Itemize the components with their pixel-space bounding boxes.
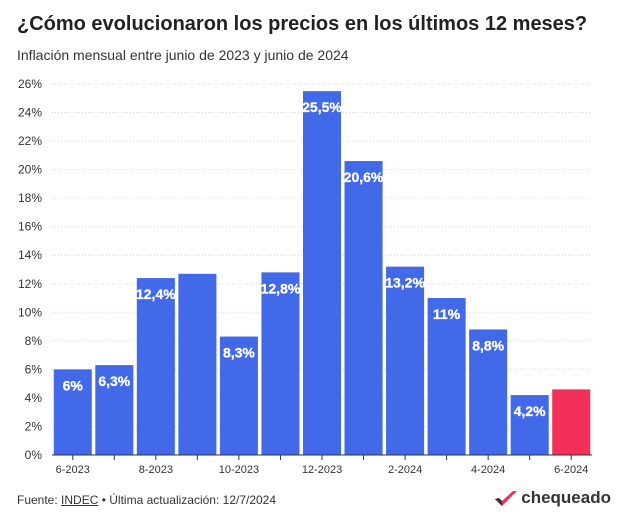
bar-data-label: 11% bbox=[433, 306, 461, 322]
bar bbox=[510, 395, 549, 455]
bar bbox=[178, 273, 217, 455]
bar-data-label: 4,2% bbox=[514, 403, 546, 419]
bar bbox=[95, 365, 134, 455]
chart-subtitle: Inflación mensual entre junio de 2023 y … bbox=[17, 47, 349, 63]
update-text: • Última actualización: 12/7/2024 bbox=[101, 493, 277, 507]
bar-data-label: 13,2% bbox=[385, 275, 425, 291]
y-tick-label: 6% bbox=[25, 362, 43, 376]
bar-data-label: 12,4% bbox=[136, 286, 176, 302]
y-tick-label: 26% bbox=[18, 77, 42, 91]
x-tick-label: 8-2023 bbox=[139, 464, 173, 476]
source-prefix: Fuente: bbox=[17, 493, 58, 507]
brand-name: chequeado bbox=[521, 488, 611, 507]
y-tick-label: 20% bbox=[18, 163, 42, 177]
x-tick-label: 12-2023 bbox=[302, 464, 342, 476]
chart-title: ¿Cómo evolucionaron los precios en los ú… bbox=[17, 13, 588, 35]
bar-data-label: 8,3% bbox=[223, 345, 255, 361]
bar-data-label: 6% bbox=[63, 377, 84, 393]
bar-data-label: 20,6% bbox=[344, 169, 384, 185]
y-tick-label: 22% bbox=[18, 134, 42, 148]
bar bbox=[53, 369, 92, 455]
bar bbox=[302, 91, 342, 455]
y-tick-label: 4% bbox=[25, 391, 43, 405]
y-tick-label: 0% bbox=[25, 448, 43, 462]
chequeado-check-icon bbox=[495, 491, 518, 506]
bar-data-label: 25,5% bbox=[302, 99, 342, 115]
y-tick-label: 8% bbox=[25, 334, 43, 348]
x-tick-label: 4-2024 bbox=[471, 464, 505, 476]
bar-data-label: 8,8% bbox=[472, 337, 504, 353]
y-tick-label: 18% bbox=[18, 191, 42, 205]
source-footer: Fuente: INDEC • Última actualización: 12… bbox=[17, 493, 276, 507]
y-tick-label: 10% bbox=[18, 305, 42, 319]
y-tick-label: 16% bbox=[18, 220, 42, 234]
x-tick-label: 10-2023 bbox=[219, 464, 259, 476]
bar-chart: 0% 2% 4% 6% 8% 10% 12% 14% 16% 18% 20% 22% 24% 26% 6% 6… bbox=[18, 77, 592, 476]
y-tick-label: 14% bbox=[18, 248, 42, 262]
x-tick-label: 2-2024 bbox=[388, 464, 422, 476]
bar bbox=[344, 161, 383, 456]
x-tick-label: 6-2023 bbox=[56, 464, 90, 476]
bar bbox=[427, 298, 466, 455]
bar-data-label: 12,8% bbox=[261, 280, 301, 296]
bar bbox=[219, 336, 258, 455]
bar bbox=[386, 266, 425, 455]
y-tick-label: 2% bbox=[25, 419, 43, 433]
brand-logo[interactable]: chequeado bbox=[494, 488, 611, 508]
source-link[interactable]: INDEC bbox=[61, 493, 99, 507]
bar-data-label: 6,3% bbox=[98, 373, 130, 389]
y-tick-label: 24% bbox=[18, 106, 42, 120]
bar bbox=[469, 329, 508, 455]
x-tick-label: 6-2024 bbox=[554, 464, 588, 476]
bar bbox=[261, 272, 300, 455]
bar bbox=[136, 278, 175, 455]
y-tick-label: 12% bbox=[18, 277, 42, 291]
bar bbox=[552, 389, 591, 455]
